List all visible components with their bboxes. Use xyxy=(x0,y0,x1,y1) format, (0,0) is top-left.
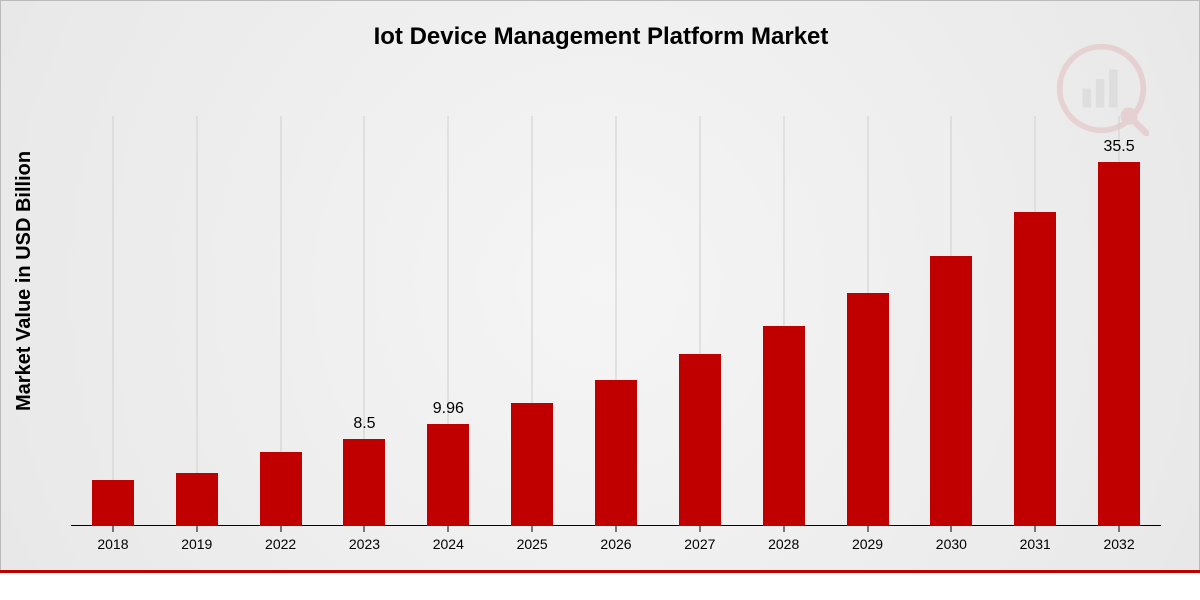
grid-line xyxy=(112,116,113,526)
x-tick xyxy=(699,526,700,532)
x-axis-tick-label: 2031 xyxy=(1020,536,1051,552)
accent-footer-bar xyxy=(0,570,1200,600)
bar xyxy=(343,439,385,526)
bar xyxy=(679,354,721,526)
bar xyxy=(511,403,553,526)
x-tick xyxy=(196,526,197,532)
bar-value-label: 35.5 xyxy=(1103,138,1134,156)
bar xyxy=(930,256,972,526)
bar-slot: 2019 xyxy=(155,116,239,526)
plot-area: 2018201920228.520239.9620242025202620272… xyxy=(71,116,1161,526)
x-tick xyxy=(364,526,365,532)
x-axis-tick-label: 2025 xyxy=(517,536,548,552)
x-tick xyxy=(783,526,784,532)
x-tick xyxy=(951,526,952,532)
bar xyxy=(1098,162,1140,526)
bar-slot: 2030 xyxy=(909,116,993,526)
bar-value-label: 9.96 xyxy=(433,400,464,418)
bar-slot: 2018 xyxy=(71,116,155,526)
x-tick xyxy=(1035,526,1036,532)
x-axis-tick-label: 2028 xyxy=(768,536,799,552)
y-axis-label: Market Value in USD Billion xyxy=(13,0,36,151)
bar xyxy=(92,480,134,526)
x-tick xyxy=(615,526,616,532)
x-axis-tick-label: 2032 xyxy=(1103,536,1134,552)
bar-slot: 2022 xyxy=(239,116,323,526)
bar xyxy=(847,293,889,526)
bar-value-label: 8.5 xyxy=(353,415,375,433)
x-tick xyxy=(112,526,113,532)
x-axis-tick-label: 2024 xyxy=(433,536,464,552)
bar-slot: 2025 xyxy=(490,116,574,526)
bar-slot: 2027 xyxy=(658,116,742,526)
bar xyxy=(176,473,218,526)
x-axis-tick-label: 2030 xyxy=(936,536,967,552)
bar-slot: 9.962024 xyxy=(406,116,490,526)
x-tick xyxy=(448,526,449,532)
x-axis-tick-label: 2019 xyxy=(181,536,212,552)
x-tick xyxy=(1119,526,1120,532)
grid-line xyxy=(196,116,197,526)
chart-background: Iot Device Management Platform Market Ma… xyxy=(0,0,1200,570)
bar xyxy=(427,424,469,526)
bar-slot: 2028 xyxy=(742,116,826,526)
bar-slot: 2029 xyxy=(826,116,910,526)
chart-title: Iot Device Management Platform Market xyxy=(1,23,1200,51)
bar-slot: 35.52032 xyxy=(1077,116,1161,526)
bar xyxy=(1014,212,1056,526)
bar xyxy=(260,452,302,526)
bar-slot: 2031 xyxy=(993,116,1077,526)
x-axis-tick-label: 2018 xyxy=(97,536,128,552)
bar xyxy=(763,326,805,526)
x-tick xyxy=(867,526,868,532)
bar-slot: 2026 xyxy=(574,116,658,526)
x-axis-tick-label: 2029 xyxy=(852,536,883,552)
x-axis-tick-label: 2022 xyxy=(265,536,296,552)
bar xyxy=(595,380,637,526)
x-axis-tick-label: 2026 xyxy=(600,536,631,552)
x-tick xyxy=(280,526,281,532)
bar-slot: 8.52023 xyxy=(323,116,407,526)
x-axis-tick-label: 2023 xyxy=(349,536,380,552)
x-axis-tick-label: 2027 xyxy=(684,536,715,552)
x-tick xyxy=(532,526,533,532)
